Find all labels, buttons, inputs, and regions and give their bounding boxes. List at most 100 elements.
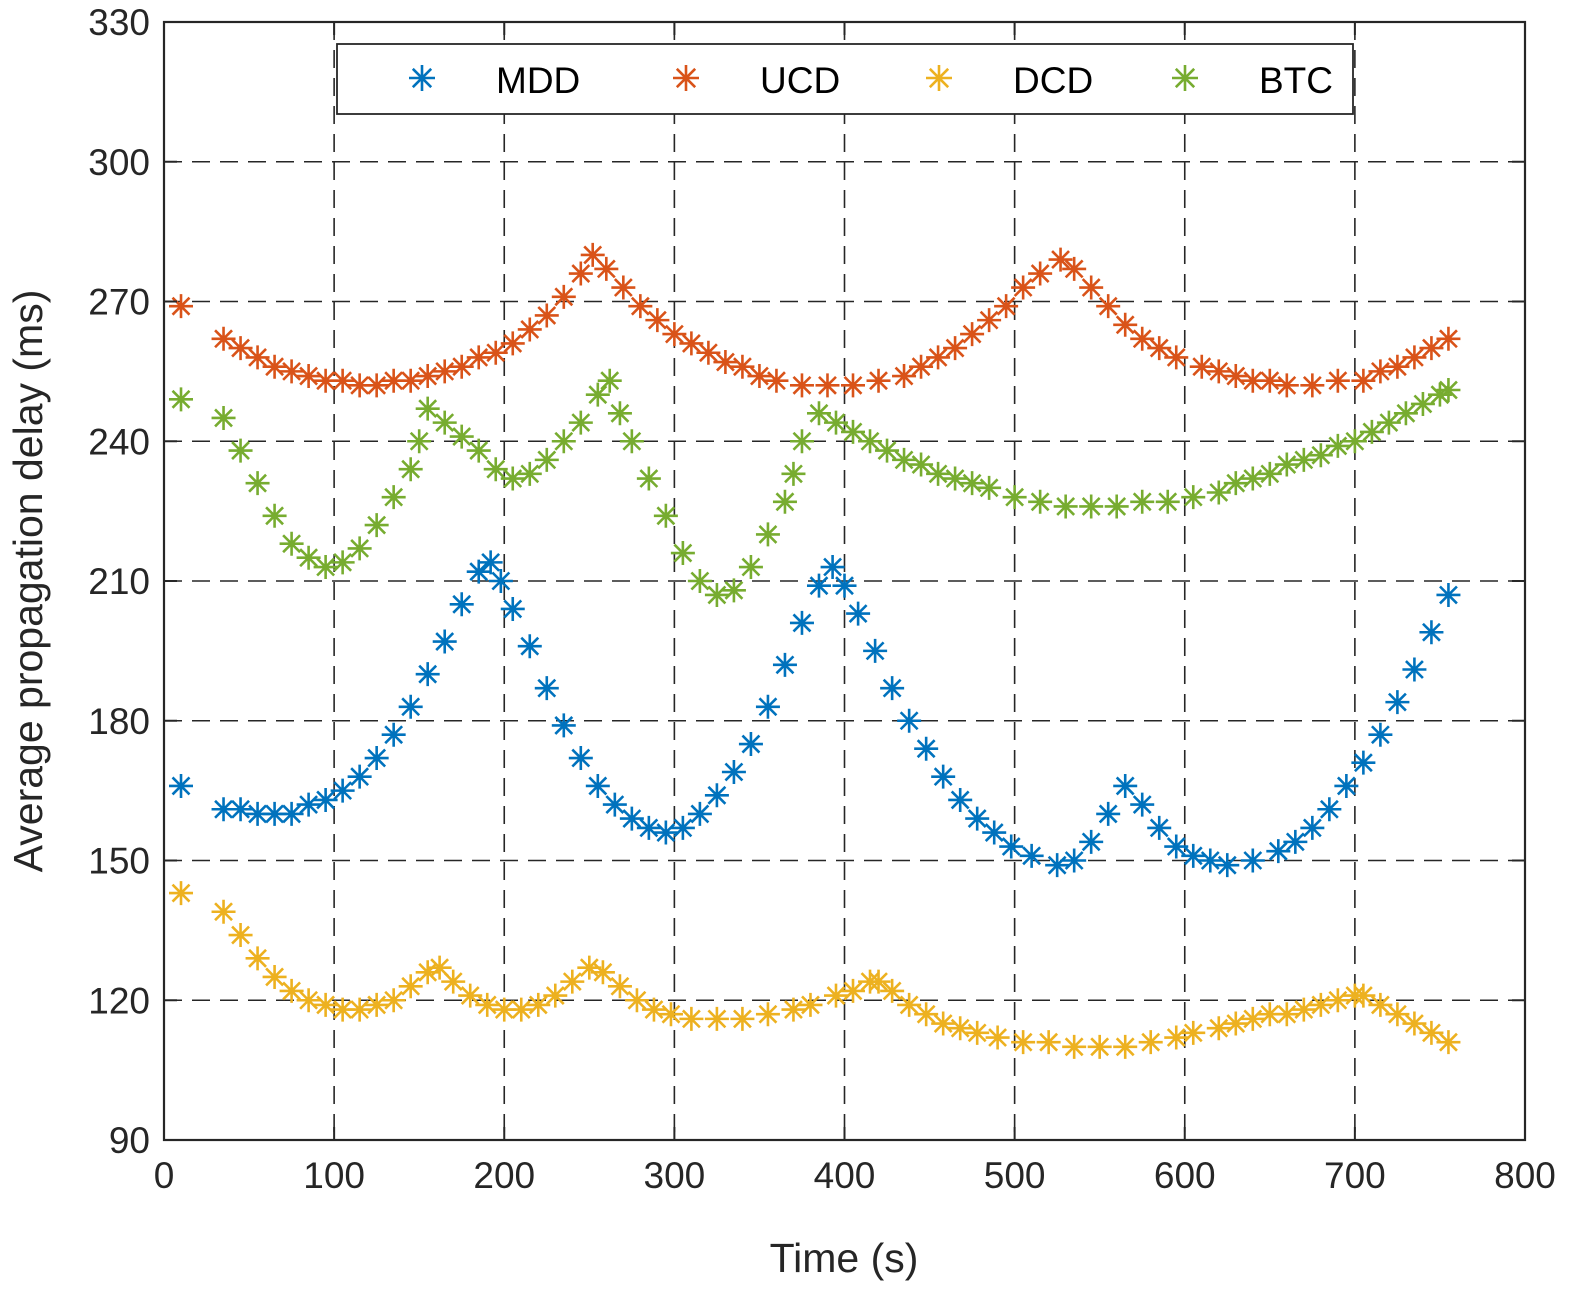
data-point-btc xyxy=(721,578,746,603)
data-point-btc xyxy=(977,475,1002,500)
data-point-ucd xyxy=(960,322,985,347)
data-point-dcd xyxy=(364,992,389,1017)
data-point-mdd xyxy=(1079,829,1104,854)
data-point-btc xyxy=(1325,433,1350,458)
legend: MDD UCD DCD BTC xyxy=(336,43,1354,115)
data-point-btc xyxy=(653,503,678,528)
data-point-mdd xyxy=(1130,792,1155,817)
data-point-dcd xyxy=(781,997,806,1022)
data-point-dcd xyxy=(1351,983,1376,1008)
legend-item-dcd: DCD xyxy=(926,60,1093,101)
data-point-mdd xyxy=(1019,843,1044,868)
data-point-mdd xyxy=(330,778,355,803)
data-point-btc xyxy=(755,522,780,547)
data-point-btc xyxy=(381,485,406,510)
y-tick-label: 210 xyxy=(88,561,150,602)
data-point-mdd xyxy=(832,573,857,598)
data-point-ucd xyxy=(747,364,772,389)
data-point-dcd xyxy=(914,1002,939,1027)
data-point-ucd xyxy=(892,364,917,389)
data-point-mdd xyxy=(704,783,729,808)
data-point-ucd xyxy=(568,261,593,286)
x-tick-label: 700 xyxy=(1324,1155,1386,1196)
data-point-mdd xyxy=(914,736,939,761)
data-point-btc xyxy=(1436,378,1461,403)
data-point-mdd xyxy=(1266,839,1291,864)
data-point-btc xyxy=(169,387,194,412)
data-point-mdd xyxy=(982,820,1007,845)
data-point-btc xyxy=(806,401,831,426)
data-point-mdd xyxy=(585,773,610,798)
data-point-mdd xyxy=(466,559,491,584)
data-point-mdd xyxy=(1113,773,1138,798)
data-point-mdd xyxy=(432,629,457,654)
data-point-btc xyxy=(1427,382,1452,407)
data-point-ucd xyxy=(1164,345,1189,370)
y-tick-label: 120 xyxy=(88,980,150,1021)
data-point-dcd xyxy=(965,1020,990,1045)
data-point-btc xyxy=(597,368,622,393)
data-point-mdd xyxy=(478,550,503,575)
data-point-mdd xyxy=(931,764,956,789)
data-point-btc xyxy=(1240,466,1265,491)
data-point-btc xyxy=(534,447,559,472)
data-point-btc xyxy=(1079,494,1104,519)
legend-marker-dcd xyxy=(926,65,952,91)
data-point-dcd xyxy=(658,1002,683,1027)
data-point-ucd xyxy=(789,373,814,398)
data-point-dcd xyxy=(755,1002,780,1027)
data-point-mdd xyxy=(262,801,287,826)
data-point-dcd xyxy=(347,997,372,1022)
y-tick-label: 90 xyxy=(109,1120,150,1161)
data-point-mdd xyxy=(948,787,973,812)
data-point-dcd xyxy=(1274,1002,1299,1027)
data-point-dcd xyxy=(560,969,585,994)
data-point-dcd xyxy=(1291,997,1316,1022)
data-point-btc xyxy=(279,531,304,556)
legend-label-ucd: UCD xyxy=(760,60,840,101)
data-point-mdd xyxy=(636,815,661,840)
data-point-ucd xyxy=(1257,368,1282,393)
series-layer xyxy=(169,242,1461,1059)
data-point-btc xyxy=(1393,401,1418,426)
data-point-dcd xyxy=(1368,992,1393,1017)
data-point-ucd xyxy=(551,284,576,309)
data-point-ucd xyxy=(211,326,236,351)
data-point-ucd xyxy=(994,294,1019,319)
data-point-ucd xyxy=(943,336,968,361)
data-point-dcd xyxy=(492,997,517,1022)
data-point-dcd xyxy=(1113,1034,1138,1059)
data-point-dcd xyxy=(897,992,922,1017)
data-point-mdd xyxy=(820,555,845,580)
data-point-mdd xyxy=(1096,801,1121,826)
data-point-mdd xyxy=(721,759,746,784)
data-point-ucd xyxy=(1419,336,1444,361)
data-point-dcd xyxy=(330,997,355,1022)
data-point-dcd xyxy=(1308,992,1333,1017)
data-point-dcd xyxy=(458,983,483,1008)
data-point-ucd xyxy=(645,308,670,333)
data-point-dcd xyxy=(1164,1025,1189,1050)
data-point-ucd xyxy=(611,275,636,300)
data-point-btc xyxy=(1130,489,1155,514)
data-point-ucd xyxy=(262,354,287,379)
data-point-btc xyxy=(1257,461,1282,486)
data-point-ucd xyxy=(228,336,253,361)
data-point-btc xyxy=(1274,452,1299,477)
data-point-ucd xyxy=(381,368,406,393)
data-point-btc xyxy=(1410,391,1435,416)
data-point-ucd xyxy=(500,331,525,356)
data-point-ucd xyxy=(169,294,194,319)
data-point-dcd xyxy=(398,974,423,999)
data-point-ucd xyxy=(483,340,508,365)
data-point-btc xyxy=(687,569,712,593)
data-point-btc xyxy=(568,410,593,435)
data-point-mdd xyxy=(551,713,576,738)
data-point-btc xyxy=(517,461,542,486)
data-point-mdd xyxy=(965,806,990,831)
legend-label-mdd: MDD xyxy=(496,60,580,101)
data-point-ucd xyxy=(449,354,474,379)
x-tick-label: 500 xyxy=(984,1155,1046,1196)
data-point-dcd xyxy=(1402,1011,1427,1036)
data-point-mdd xyxy=(1351,750,1376,775)
